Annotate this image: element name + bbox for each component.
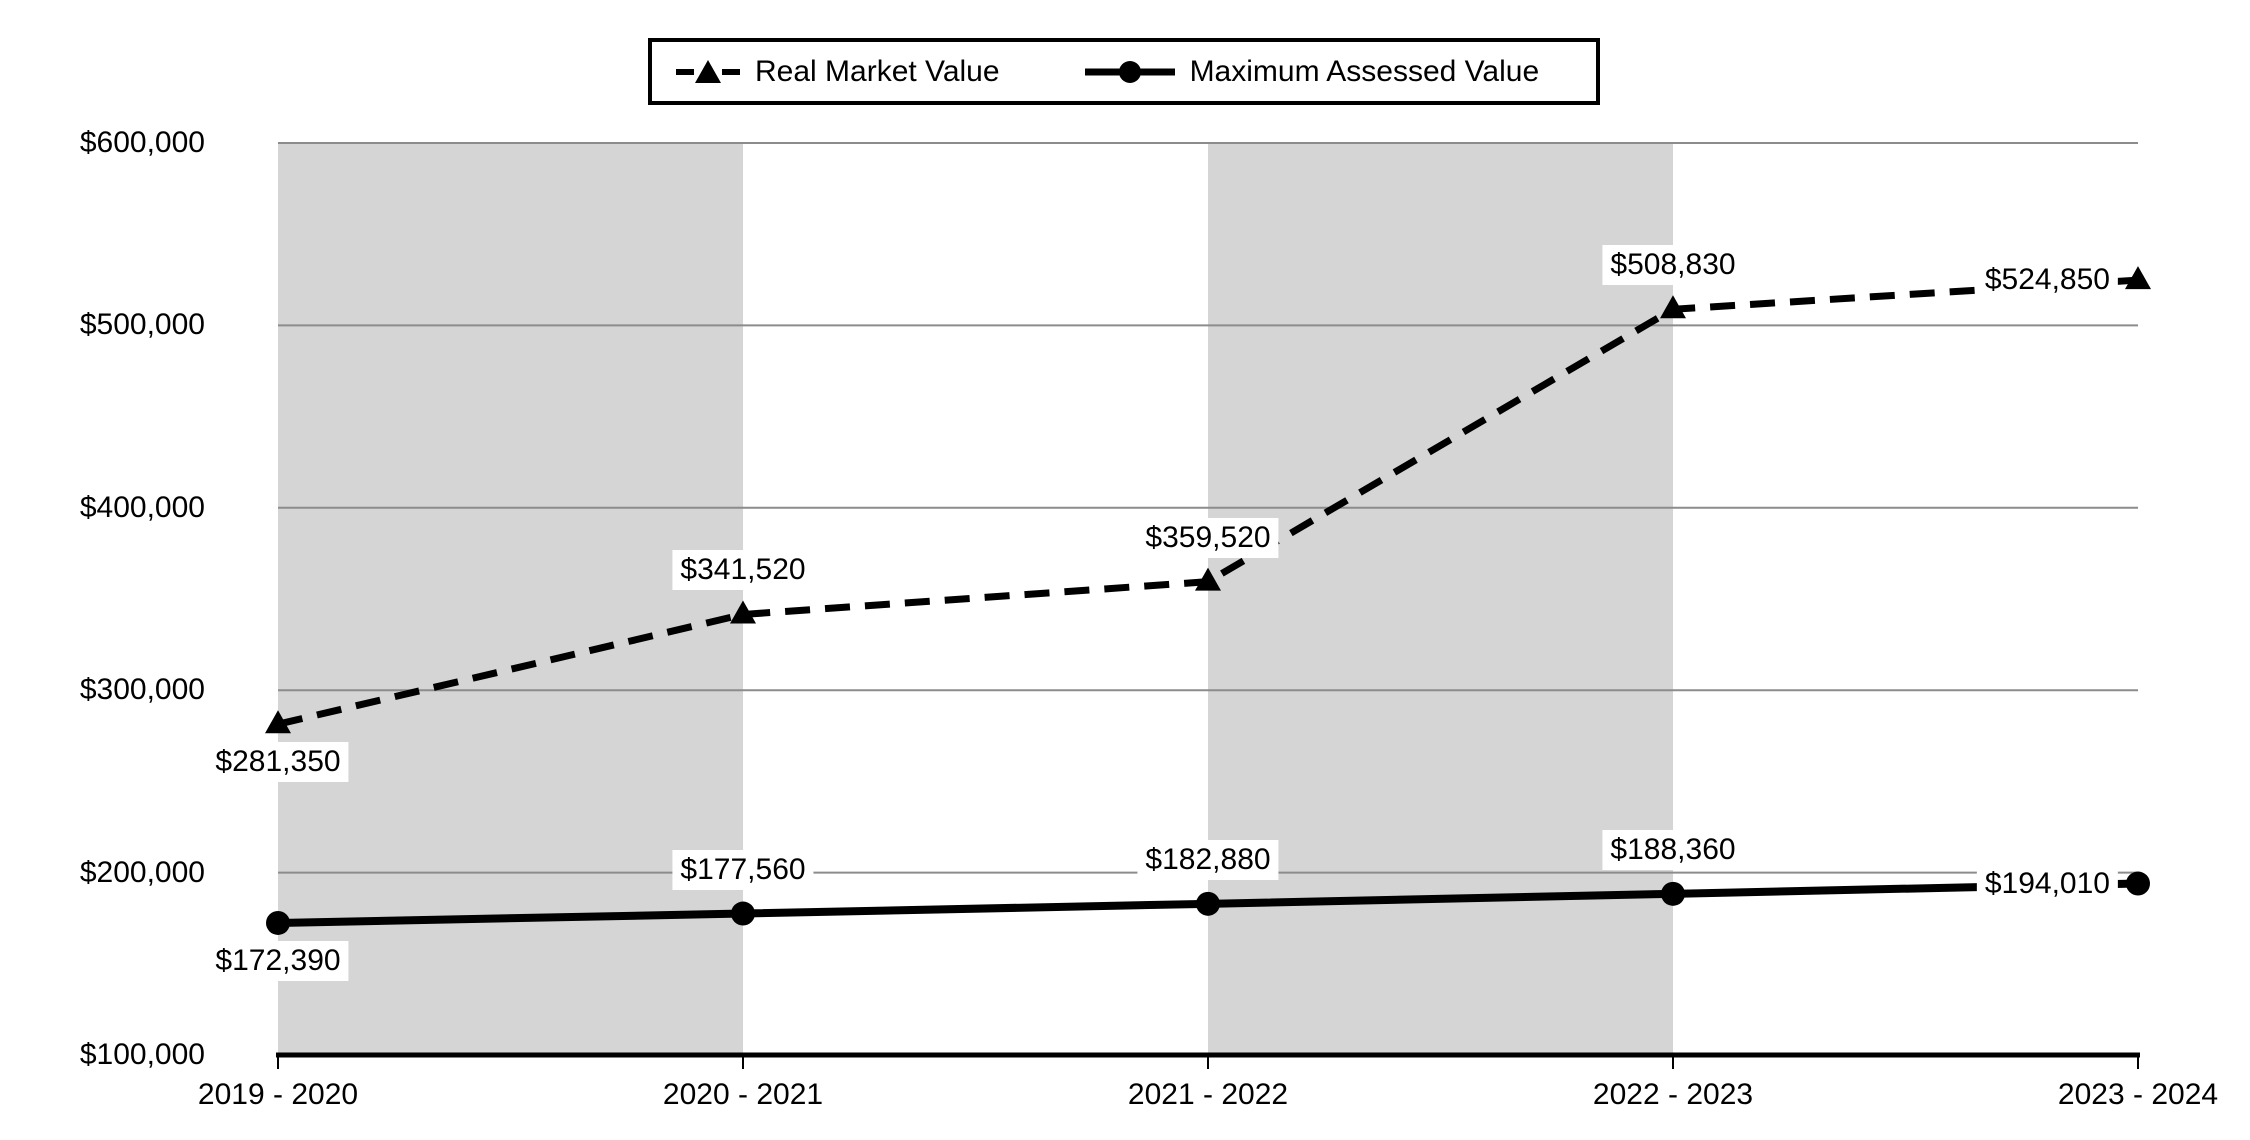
plot-band: [278, 143, 743, 1055]
y-tick-label: $200,000: [79, 855, 205, 889]
legend: Real Market Value Maximum Assessed Value: [648, 38, 1600, 105]
circle-marker: [1661, 881, 1685, 906]
circle-marker: [1196, 891, 1220, 916]
data-label: $341,520: [672, 550, 814, 591]
triangle-marker: [265, 710, 291, 734]
legend-label-real-market-value: Real Market Value: [755, 54, 1000, 88]
y-tick-label: $600,000: [79, 126, 205, 159]
dashed-line-triangle-marker-icon: [676, 59, 740, 83]
x-tick-label: 2022 - 2023: [1592, 1078, 1754, 1111]
legend-label-maximum-assessed-value: Maximum Assessed Value: [1189, 54, 1540, 88]
circle-marker: [731, 901, 755, 926]
triangle-marker: [730, 600, 756, 624]
x-tick-label: 2019 - 2020: [197, 1078, 359, 1111]
data-label: $508,830: [1602, 245, 1744, 286]
circle-marker: [2126, 871, 2150, 896]
legend-item-real-market-value: Real Market Value: [676, 55, 1000, 89]
triangle-marker: [1660, 295, 1686, 319]
y-tick-label: $300,000: [79, 673, 205, 707]
x-tick-label: 2021 - 2022: [1127, 1078, 1289, 1111]
circle-marker: [266, 910, 290, 935]
legend-item-maximum-assessed-value: Maximum Assessed Value: [1084, 54, 1540, 89]
triangle-marker: [2125, 266, 2151, 290]
triangle-marker: [1195, 567, 1221, 591]
y-tick-label: $500,000: [79, 308, 205, 342]
data-label: $281,350: [207, 742, 349, 783]
x-tick-label: 2020 - 2021: [662, 1078, 824, 1111]
data-label: $182,880: [1137, 839, 1279, 880]
x-tick-label: 2023 - 2024: [2057, 1078, 2219, 1111]
data-label: $194,010: [1976, 863, 2118, 904]
data-label: $172,390: [207, 940, 349, 981]
y-tick-label: $100,000: [79, 1038, 205, 1071]
data-label: $188,360: [1602, 829, 1744, 870]
y-tick-label: $400,000: [79, 490, 205, 524]
solid-line-circle-marker-icon: [1084, 60, 1175, 83]
data-label: $359,520: [1137, 517, 1279, 558]
data-label: $177,560: [672, 849, 814, 890]
data-label: $524,850: [1976, 260, 2118, 301]
